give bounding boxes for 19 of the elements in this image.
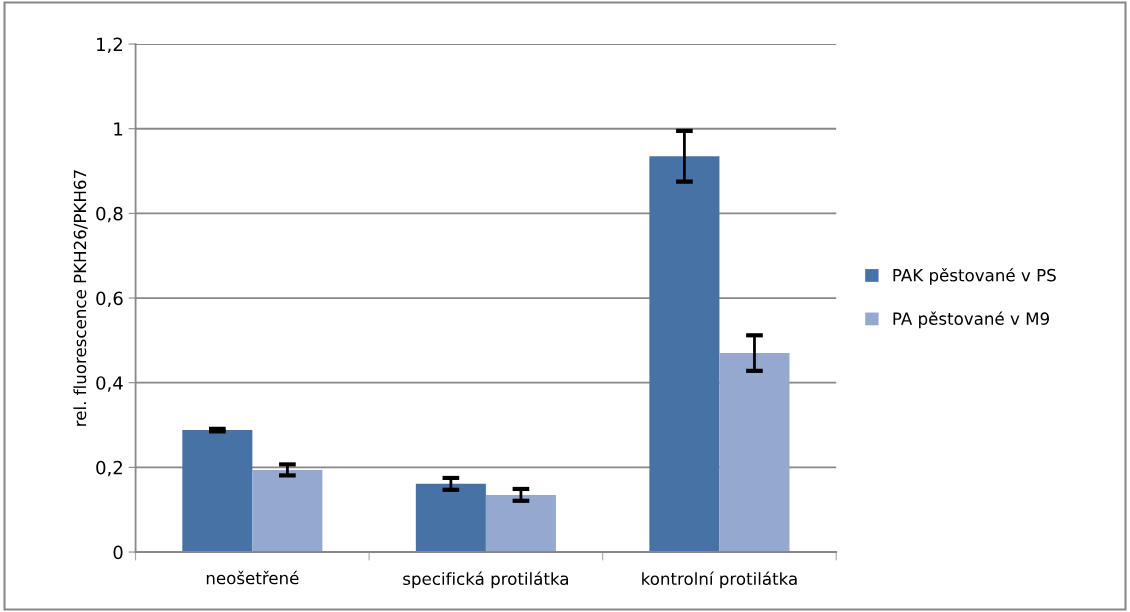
bar [719, 353, 790, 553]
x-tick-label: specifická protilátka [403, 571, 568, 589]
y-tick-label: 0,6 [96, 291, 123, 307]
y-tick-label: 1,2 [97, 37, 122, 54]
y-tick-label: 0,2 [96, 460, 122, 477]
bar [649, 156, 720, 553]
bar [415, 483, 486, 553]
y-tick-label: 0,4 [96, 376, 123, 392]
y-axis-title: rel. fluorescence PKH26/PKH67 [73, 170, 88, 426]
y-tick-label: 0,8 [96, 206, 123, 223]
bar [485, 494, 556, 553]
y-tick-label: 1 [114, 122, 123, 136]
legend-label: PAK pěstované v PS [893, 267, 1056, 285]
bar [252, 469, 323, 553]
y-tick-label: 0 [113, 545, 123, 560]
legend-label: PA pěstované v M9 [893, 311, 1049, 329]
x-tick-label: kontrolní protilátka [642, 571, 797, 589]
x-tick-label: neošetřené [206, 570, 299, 585]
bar [182, 430, 253, 553]
